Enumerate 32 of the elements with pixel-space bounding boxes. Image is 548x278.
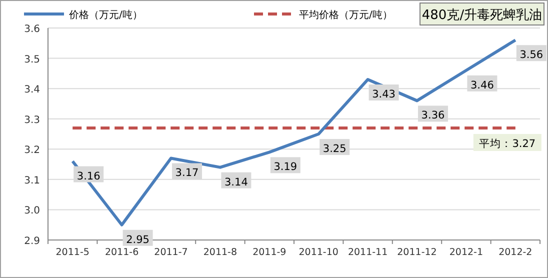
data-label: 2.95 (126, 234, 150, 246)
annotation: 平均：3.27 (479, 138, 536, 150)
y-tick-label: 3.5 (24, 54, 40, 66)
x-tick-label: 2012-1 (449, 247, 484, 258)
x-tick-label: 2011-7 (154, 247, 188, 258)
x-tick-label: 2011-6 (104, 247, 139, 258)
legend-label: 价格（万元/吨） (68, 9, 142, 21)
data-label: 3.19 (274, 161, 298, 174)
data-label: 3.56 (520, 49, 544, 62)
chart-title: 480克/升毒死蜱乳油 (422, 8, 542, 23)
y-tick-label: 3.0 (24, 206, 40, 217)
x-tick-label: 2011-11 (348, 247, 388, 258)
data-label: 3.16 (76, 170, 101, 182)
y-tick-label: 2.9 (24, 236, 40, 247)
x-tick-label: 2011-8 (203, 247, 238, 258)
x-tick-label: 2011-12 (397, 247, 437, 258)
x-tick-label: 2011-5 (56, 247, 90, 258)
y-tick-label: 3.6 (24, 24, 40, 35)
data-label: 3.46 (470, 79, 494, 92)
data-label: 3.36 (421, 110, 446, 122)
x-tick-label: 2012-2 (498, 247, 532, 258)
x-tick-label: 2011-9 (252, 247, 286, 258)
y-tick-label: 3.4 (24, 84, 40, 96)
x-tick-label: 2011-10 (298, 247, 338, 258)
data-label: 3.43 (372, 88, 396, 100)
legend-label: 平均价格（万元/吨） (299, 9, 392, 21)
data-label: 3.17 (175, 167, 199, 180)
data-label: 3.14 (224, 176, 248, 188)
y-tick-label: 3.1 (24, 175, 40, 186)
data-label: 3.25 (322, 143, 346, 155)
y-tick-label: 3.2 (24, 145, 40, 156)
y-tick-label: 3.3 (24, 114, 40, 126)
